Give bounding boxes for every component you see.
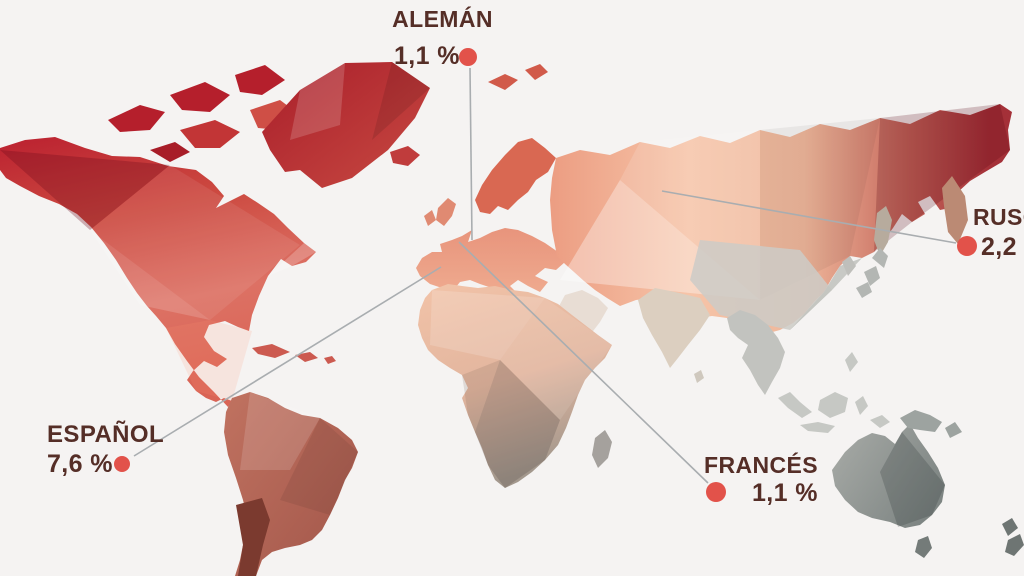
map-greenland <box>262 62 430 188</box>
caribbean-islands <box>252 344 336 364</box>
map-asia <box>550 104 1012 395</box>
greenland-facet <box>372 62 430 140</box>
greenland-facet <box>290 63 345 140</box>
map-india <box>638 288 710 368</box>
map-north-america <box>0 65 336 407</box>
ruso-language-value: 2,2 % <box>981 233 1024 261</box>
leader-lines <box>133 67 957 484</box>
north-america-facets <box>0 150 316 401</box>
map-sakhalin <box>874 206 892 256</box>
frances-leader-line <box>458 241 709 484</box>
espanol-language-name: ESPAÑOL <box>47 421 165 448</box>
map-africa <box>418 284 612 488</box>
ruso-marker-dot <box>957 236 977 256</box>
map-australia <box>778 352 1024 558</box>
marker-dots <box>114 48 977 502</box>
south-america-facet <box>280 418 358 515</box>
frances-language-value: 1,1 % <box>752 479 818 507</box>
map-iceland <box>390 146 420 166</box>
map-indonesia <box>778 352 890 433</box>
aleman-leader-line <box>469 67 473 241</box>
asia-facets <box>560 104 1010 330</box>
ruso-language-name: RUSO <box>973 204 1024 230</box>
espanol-language-value: 7,6 % <box>47 450 113 478</box>
australia-facet <box>880 432 945 527</box>
aleman-language-name: ALEMÁN <box>392 6 493 32</box>
map-south-america <box>224 392 358 576</box>
africa-facets <box>430 290 612 488</box>
map-scandinavia <box>475 138 556 214</box>
map-svalbard <box>488 64 548 90</box>
map-new-guinea <box>900 410 962 438</box>
map-new-zealand <box>1002 518 1024 556</box>
map-tasmania <box>915 536 932 558</box>
ruso-leader-line <box>661 190 957 244</box>
espanol-leader-line <box>133 266 442 457</box>
aleman-language-value: 1,1 % <box>394 42 460 70</box>
map-madagascar <box>592 430 612 468</box>
espanol-marker-dot <box>114 456 130 472</box>
map-sri-lanka <box>694 370 704 383</box>
map-southeast-asia <box>727 310 785 395</box>
map-kamchatka <box>942 176 968 244</box>
map-british-isles <box>424 198 456 226</box>
frances-marker-dot <box>706 482 726 502</box>
map-korea <box>842 256 856 276</box>
south-america-facet <box>240 392 320 470</box>
map-japan <box>856 248 888 298</box>
aleman-marker-dot <box>459 48 477 66</box>
frances-language-name: FRANCÉS <box>704 452 818 478</box>
south-america-south-facet <box>236 498 270 576</box>
